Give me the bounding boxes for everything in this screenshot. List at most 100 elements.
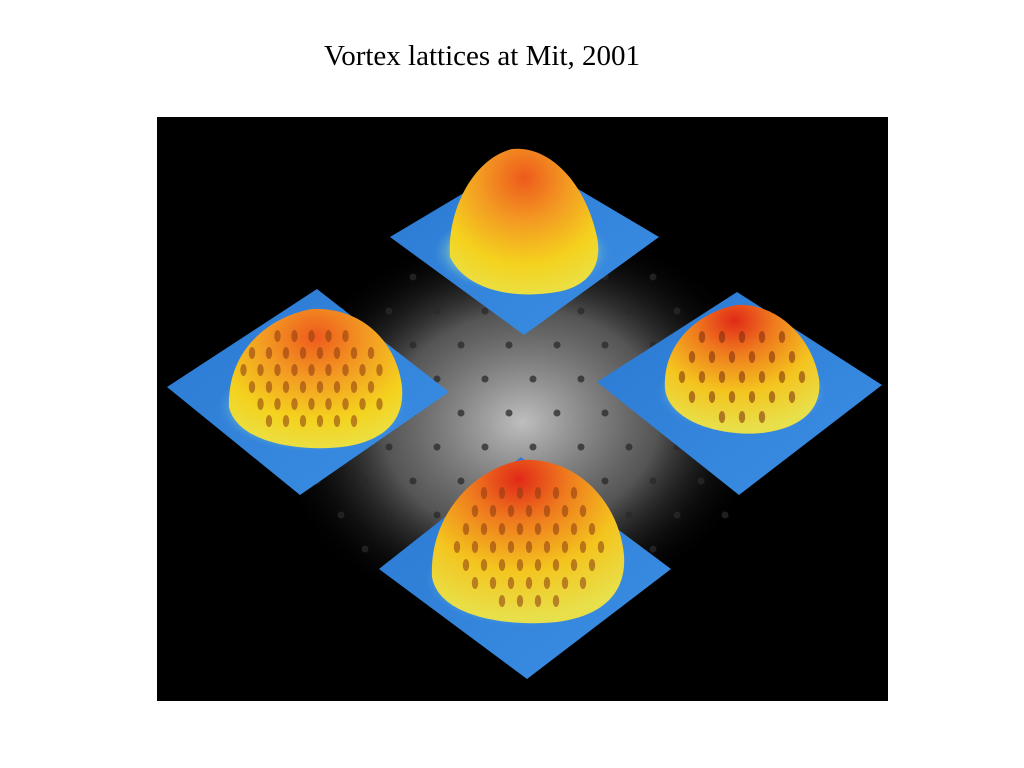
vortex-pit <box>534 487 542 499</box>
vortex-pit <box>462 523 470 535</box>
vortex-pit <box>718 371 726 383</box>
vortex-dot <box>457 341 465 349</box>
vortex-pit <box>462 559 470 571</box>
vortex-dot <box>529 443 537 451</box>
vortex-dot <box>409 341 417 349</box>
vortex-dot <box>529 375 537 383</box>
vortex-pit <box>498 487 506 499</box>
vortex-pit <box>748 351 756 363</box>
vortex-pit <box>788 351 796 363</box>
vortex-pit <box>738 331 746 343</box>
vortex-dot <box>481 375 489 383</box>
vortex-pit <box>480 559 488 571</box>
vortex-pit <box>342 364 349 376</box>
vortex-pit <box>367 347 375 359</box>
vortex-dot <box>385 307 393 315</box>
vortex-dot <box>457 409 465 417</box>
vortex-pit <box>471 541 479 553</box>
vortex-dot <box>601 409 609 417</box>
vortex-pit <box>798 371 806 383</box>
vortex-pit <box>516 559 524 571</box>
vortex-dot <box>481 307 489 315</box>
vortex-pit <box>543 505 551 517</box>
vortex-pit <box>516 487 524 499</box>
vortex-pit <box>453 541 461 553</box>
vortex-pit <box>708 391 716 403</box>
vortex-dot <box>409 273 417 281</box>
vortex-pit <box>316 347 324 359</box>
vortex-pit <box>480 487 488 499</box>
vortex-pit <box>471 577 479 589</box>
vortex-pit <box>265 415 273 427</box>
vortex-dot <box>505 409 513 417</box>
panel-left <box>167 289 449 495</box>
vortex-pit <box>316 381 324 393</box>
vortex-pit <box>597 541 605 553</box>
vortex-pit <box>333 347 341 359</box>
vortex-pit <box>350 381 358 393</box>
vortex-pit <box>498 595 506 607</box>
vortex-pit <box>507 577 515 589</box>
vortex-pit <box>552 523 560 535</box>
vortex-pit <box>359 398 366 410</box>
vortex-pit <box>758 411 766 423</box>
vortex-dot <box>553 409 561 417</box>
vortex-pit <box>248 381 256 393</box>
vortex-pit <box>728 351 736 363</box>
vortex-pit <box>489 505 497 517</box>
vortex-dot <box>361 477 369 485</box>
vortex-pit <box>274 398 281 410</box>
vortex-pit <box>678 371 686 383</box>
vortex-dot <box>481 443 489 451</box>
vortex-pit <box>768 391 776 403</box>
vortex-pit <box>516 523 524 535</box>
vortex-pit <box>534 523 542 535</box>
vortex-pit <box>525 541 533 553</box>
vortex-pit <box>579 505 587 517</box>
vortex-pit <box>291 398 298 410</box>
vortex-dot <box>409 477 417 485</box>
vortex-dot <box>433 307 441 315</box>
vortex-pit <box>738 411 746 423</box>
vortex-pit <box>291 330 298 342</box>
vortex-pit <box>282 347 290 359</box>
vortex-dot <box>625 307 633 315</box>
vortex-dot <box>553 341 561 349</box>
vortex-pit <box>768 351 776 363</box>
vortex-pit <box>350 347 358 359</box>
vortex-pit <box>579 577 587 589</box>
vortex-dot <box>673 307 681 315</box>
vortex-pit <box>698 331 706 343</box>
panel-right <box>597 292 882 495</box>
vortex-pit <box>299 415 307 427</box>
vortex-pit <box>248 347 256 359</box>
vortex-dot <box>361 545 369 553</box>
vortex-pit <box>291 364 298 376</box>
vortex-pit <box>342 330 349 342</box>
vortex-pit <box>359 364 366 376</box>
vortex-pit <box>534 559 542 571</box>
vortex-dot <box>625 511 633 519</box>
dome-top <box>449 148 599 295</box>
vortex-pit <box>376 398 383 410</box>
vortex-pit <box>748 391 756 403</box>
vortex-pit <box>308 364 315 376</box>
vortex-pit <box>698 371 706 383</box>
vortex-pit <box>570 559 578 571</box>
vortex-pit <box>561 505 569 517</box>
vortex-pit <box>240 364 247 376</box>
vortex-dot <box>385 443 393 451</box>
vortex-pit <box>543 577 551 589</box>
vortex-pit <box>758 331 766 343</box>
vortex-pit <box>316 415 324 427</box>
vortex-pit <box>561 541 569 553</box>
vortex-pit <box>299 381 307 393</box>
panel-bottom <box>379 457 671 679</box>
vortex-pit <box>543 541 551 553</box>
vortex-dot <box>649 545 657 553</box>
vortex-pit <box>308 330 315 342</box>
lattice-glow <box>272 220 772 624</box>
vortex-pits-left <box>240 330 383 427</box>
vortex-pit <box>282 415 290 427</box>
vortex-pit <box>552 559 560 571</box>
